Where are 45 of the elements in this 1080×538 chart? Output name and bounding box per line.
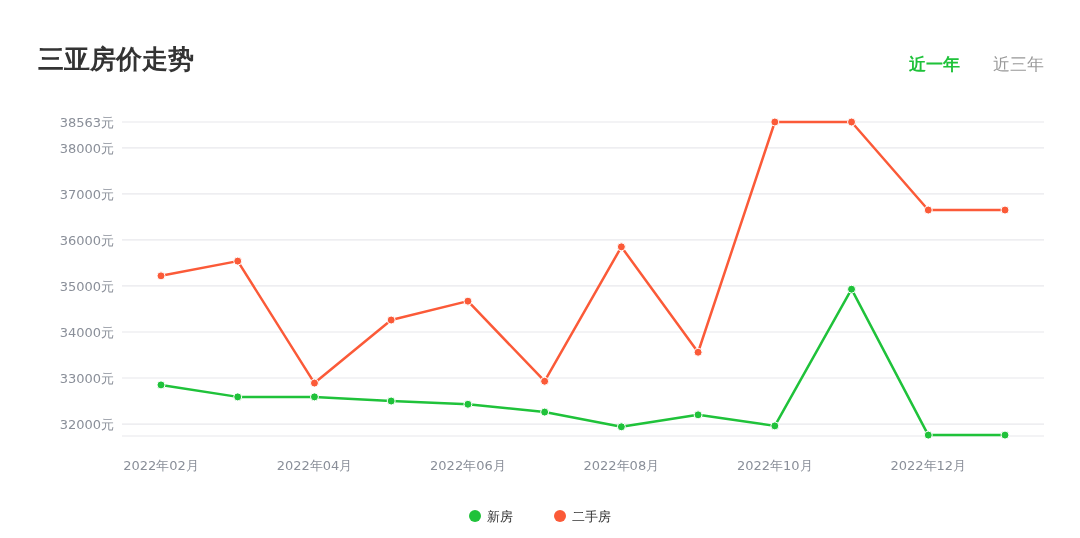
point xyxy=(156,271,166,281)
text: 近一年 xyxy=(907,54,960,74)
y-tick-label: 32000元 xyxy=(59,417,114,433)
x-tick-label: 2022年10月 xyxy=(737,458,813,473)
point xyxy=(540,407,550,417)
point xyxy=(770,117,780,127)
point xyxy=(616,422,626,432)
point xyxy=(847,117,857,127)
x-tick-label: 2022年06月 xyxy=(430,458,506,473)
y-tick-label: 37000元 xyxy=(59,186,114,202)
point xyxy=(693,347,703,357)
x-tick-label: 2022年04月 xyxy=(276,458,353,473)
legend-label: 二手房 xyxy=(572,509,611,524)
point xyxy=(463,399,473,409)
chart-title: 三亚房价走势 xyxy=(38,44,194,74)
x-tick-label: 2022年08月 xyxy=(583,458,660,473)
point xyxy=(847,284,857,294)
y-tick-label: 38000元 xyxy=(59,140,114,156)
legend-item: 新房 xyxy=(469,509,513,524)
point xyxy=(233,392,243,402)
point xyxy=(156,380,166,390)
point xyxy=(386,396,396,406)
legend-label: 新房 xyxy=(487,509,513,524)
point xyxy=(1000,430,1010,440)
y-tick-label: 38563元 xyxy=(59,115,114,130)
point xyxy=(309,392,319,402)
legend-item: 二手房 xyxy=(554,509,611,524)
point xyxy=(693,410,703,420)
point xyxy=(1000,205,1010,215)
point xyxy=(616,242,626,252)
y-tick-label: 35000元 xyxy=(59,278,114,294)
point xyxy=(923,205,933,215)
y-tick-label: 33000元 xyxy=(59,371,114,387)
point xyxy=(463,296,473,306)
x-tick-label: 2022年12月 xyxy=(890,458,967,473)
y-tick-label: 34000元 xyxy=(59,324,114,340)
point xyxy=(386,315,396,325)
y-tick-label: 36000元 xyxy=(59,232,114,248)
point xyxy=(233,256,243,266)
point xyxy=(923,430,933,440)
point xyxy=(540,376,550,386)
point xyxy=(309,378,319,388)
x-tick-label: 2022年02月 xyxy=(123,458,199,473)
point xyxy=(770,421,780,431)
text: 近三年 xyxy=(992,54,1044,74)
